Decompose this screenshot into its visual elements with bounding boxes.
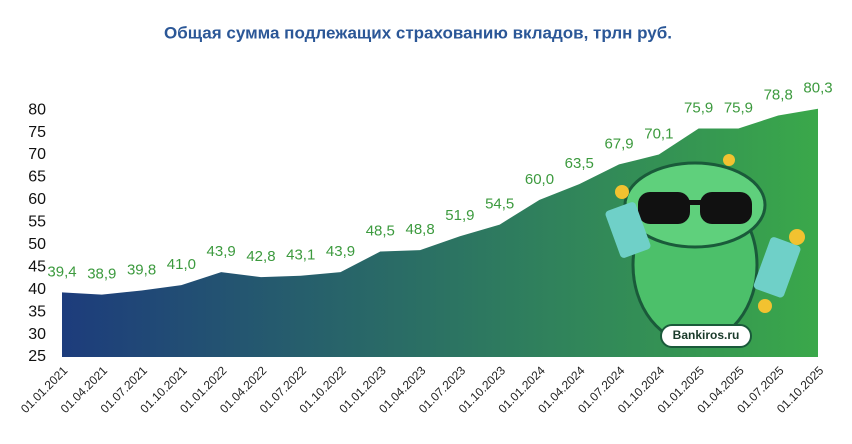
- data-label: 78,8: [764, 86, 793, 103]
- chart-title: Общая сумма подлежащих страхованию вклад…: [164, 23, 672, 42]
- y-tick-label: 70: [28, 146, 46, 163]
- data-label: 51,9: [445, 207, 474, 224]
- y-tick-label: 35: [28, 303, 46, 320]
- y-tick-label: 60: [28, 191, 46, 208]
- data-label: 41,0: [167, 256, 196, 273]
- data-label: 43,1: [286, 247, 315, 264]
- area: [62, 108, 818, 358]
- watermark: Bankiros.ru: [673, 328, 740, 342]
- y-tick-label: 25: [28, 348, 46, 365]
- data-label: 39,8: [127, 262, 156, 279]
- y-tick-label: 80: [28, 101, 46, 118]
- y-tick-label: 50: [28, 236, 46, 253]
- data-label: 70,1: [644, 126, 673, 143]
- y-tick-label: 55: [28, 214, 46, 231]
- data-label: 63,5: [565, 155, 594, 172]
- data-label: 38,9: [87, 266, 116, 283]
- data-label: 54,5: [485, 196, 514, 213]
- data-label: 39,4: [47, 263, 76, 280]
- mascot: Bankiros.ru: [605, 154, 805, 348]
- data-label: 42,8: [246, 248, 275, 265]
- data-label: 43,9: [326, 243, 355, 260]
- data-label: 48,5: [366, 222, 395, 239]
- y-tick-label: 30: [28, 326, 46, 343]
- y-tick-label: 45: [28, 258, 46, 275]
- data-label: 43,9: [207, 243, 236, 260]
- data-label: 67,9: [604, 135, 633, 152]
- y-tick-label: 65: [28, 169, 46, 186]
- data-label: 60,0: [525, 171, 554, 188]
- y-tick-label: 40: [28, 281, 46, 298]
- data-label: 75,9: [684, 99, 713, 116]
- data-label: 75,9: [724, 99, 753, 116]
- data-label: 80,3: [803, 80, 832, 97]
- data-label: 48,8: [406, 221, 435, 238]
- y-tick-label: 75: [28, 124, 46, 141]
